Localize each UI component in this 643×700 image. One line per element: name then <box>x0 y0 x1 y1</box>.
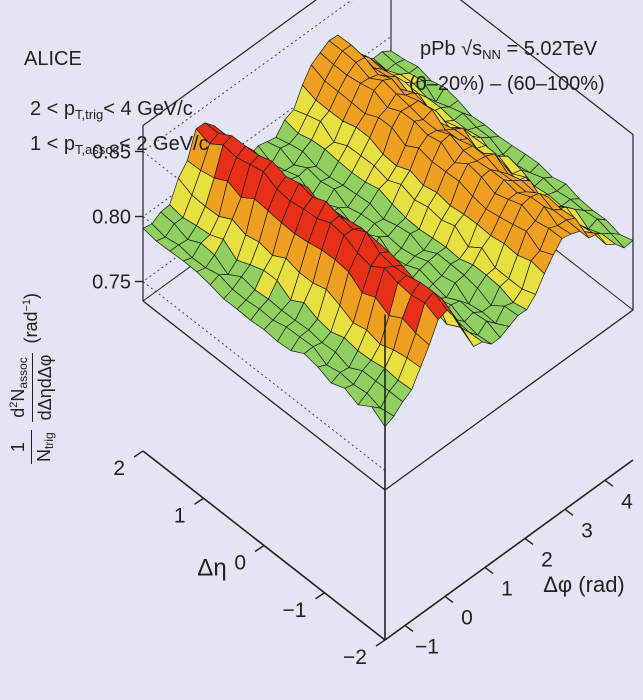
y-tick-mark <box>375 639 386 647</box>
experiment-label: ALICE <box>24 48 82 70</box>
y-tick-label: −2 <box>343 646 367 669</box>
surface-cell <box>371 406 395 428</box>
trig-pt-range: 2 < pT,trig< 4 GeV/c <box>30 98 193 122</box>
y-tick-label: 0 <box>234 552 246 575</box>
surface-mesh <box>142 34 634 428</box>
y-tick-mark <box>254 544 265 553</box>
z-axis-title: 1 Ntrig d2Nassoc dΔηdΔφ (rad−1) <box>8 292 56 464</box>
y-tick-label: −1 <box>283 599 307 622</box>
centrality-label: (0–20%) – (60–100%) <box>409 73 605 95</box>
x-tick-label: 0 <box>461 606 473 629</box>
x-tick-mark <box>604 479 614 487</box>
y-tick-mark <box>133 450 144 458</box>
tick-labels: −1 0 1 2 3 4 2 1 0 −1 −2 0.85 0.80 0.75 Δφ (rad) Δη <box>92 142 633 670</box>
x-axis-title: Δφ (rad) <box>543 572 625 597</box>
x-tick-label: 1 <box>501 577 513 600</box>
x-axis-line <box>384 459 634 641</box>
z-tick-label: 0.80 <box>92 207 131 229</box>
x-tick-label: 4 <box>621 490 633 513</box>
y-tick-label: 1 <box>174 504 186 527</box>
y-tick-mark <box>315 592 325 600</box>
x-tick-label: 2 <box>541 548 553 571</box>
collision-energy: pPb √sNN = 5.02TeV <box>420 38 598 62</box>
box-top-edges <box>142 0 634 310</box>
x-tick-label: −1 <box>415 635 439 658</box>
x-tick-mark <box>404 624 414 633</box>
x-tick-mark <box>524 537 534 545</box>
box-front-left-edge <box>142 300 386 491</box>
z-tick-label: 0.85 <box>92 142 131 164</box>
y-tick-label: 2 <box>113 457 125 480</box>
assoc-pt-range: 1 < pT,assoc< 2 GeV/c <box>30 133 209 157</box>
y-tick-mark <box>194 497 204 505</box>
z-gridline-0 <box>142 0 386 341</box>
x-tick-label: 3 <box>581 519 593 542</box>
x-tick-mark <box>484 566 494 574</box>
z-tick-label: 0.75 <box>92 272 131 294</box>
y-axis-title: Δη <box>197 555 226 582</box>
box-front-right-edge <box>384 309 634 491</box>
x-tick-mark <box>564 508 574 516</box>
x-tick-mark <box>444 595 454 604</box>
